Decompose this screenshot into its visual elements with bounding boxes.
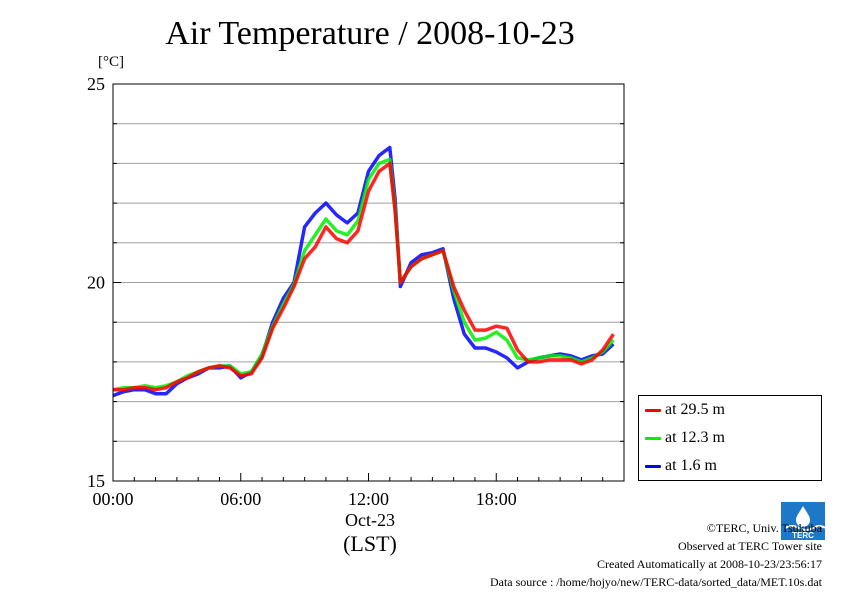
legend-label: at 29.5 m bbox=[665, 401, 725, 418]
legend-swatch bbox=[645, 436, 661, 440]
x-axis-timezone-label: (LST) bbox=[343, 531, 397, 556]
legend-label: at 12.3 m bbox=[665, 429, 725, 446]
axis-tick-labels: 00:00 06:00 12:00 18:00 15 20 25 bbox=[87, 74, 517, 509]
legend-item: at 29.5 m bbox=[645, 400, 725, 420]
chart-title: Air Temperature / 2008-10-23 bbox=[165, 15, 575, 52]
legend-swatch bbox=[645, 464, 661, 468]
grid-lines bbox=[113, 123, 624, 442]
x-tick-label: 00:00 bbox=[92, 489, 133, 509]
x-tick-label: 12:00 bbox=[348, 489, 389, 509]
y-tick-label: 20 bbox=[87, 273, 105, 293]
created-timestamp-text: Created Automatically at 2008-10-23/23:5… bbox=[597, 557, 822, 571]
x-tick-label: 18:00 bbox=[476, 489, 517, 509]
y-tick-label: 15 bbox=[87, 471, 105, 491]
x-tick-label: 06:00 bbox=[220, 489, 261, 509]
series-lines bbox=[112, 145, 615, 398]
x-axis-date-label: Oct-23 bbox=[345, 510, 395, 530]
logo-text: TERC bbox=[792, 531, 814, 540]
y-axis-unit: [°C] bbox=[98, 54, 124, 70]
data-source-text: Data source : /home/hojyo/new/TERC-data/… bbox=[489, 575, 822, 589]
series-line bbox=[113, 161, 615, 392]
axis-ticks bbox=[112, 83, 625, 482]
y-tick-label: 25 bbox=[87, 74, 105, 94]
legend-label: at 1.6 m bbox=[665, 457, 717, 474]
copyright-text: ©TERC, Univ. Tsukuba bbox=[706, 521, 822, 535]
legend-swatch bbox=[645, 408, 661, 412]
legend-box: at 29.5 m at 12.3 m at 1.6 m bbox=[638, 395, 822, 481]
terc-logo: TERC bbox=[781, 502, 825, 540]
legend-item: at 1.6 m bbox=[645, 456, 717, 476]
series-line bbox=[112, 157, 615, 392]
observation-site-text: Observed at TERC Tower site bbox=[677, 539, 822, 553]
legend-item: at 12.3 m bbox=[645, 428, 725, 448]
credits: ©TERC, Univ. Tsukuba Observed at TERC To… bbox=[490, 519, 822, 591]
